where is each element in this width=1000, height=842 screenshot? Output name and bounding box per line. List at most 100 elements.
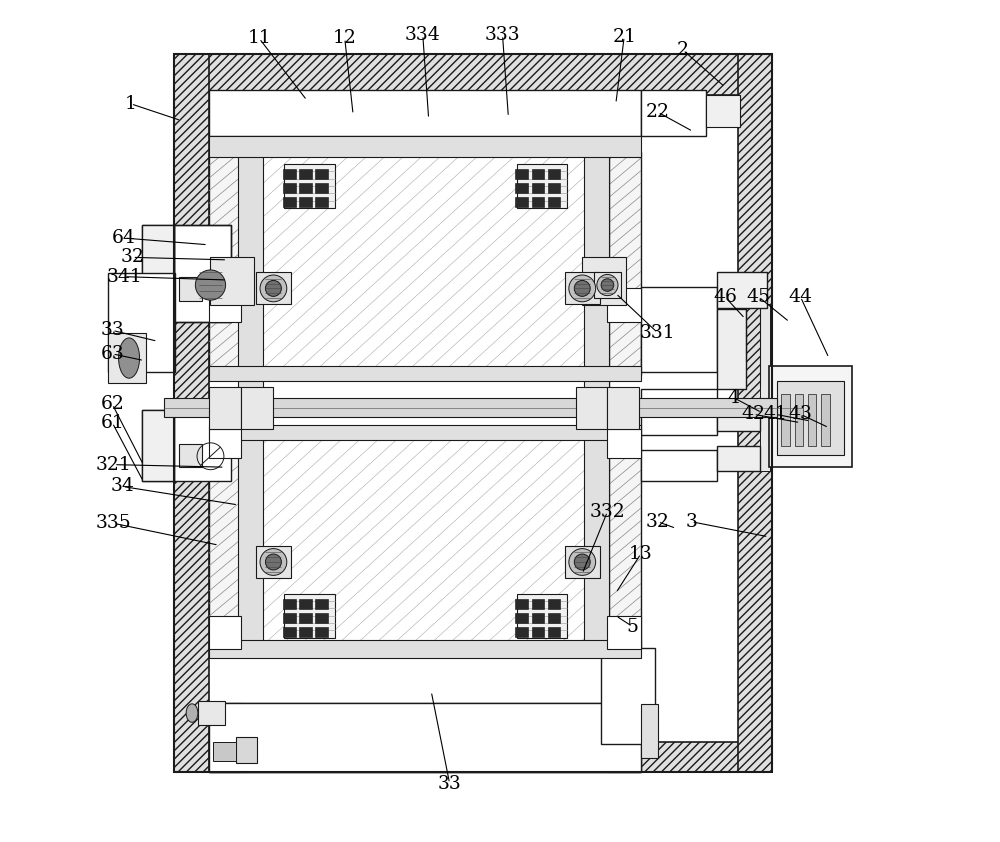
Circle shape <box>574 554 590 570</box>
Text: 42: 42 <box>741 405 765 424</box>
Bar <box>209 365 641 381</box>
Bar <box>706 95 740 127</box>
Bar <box>248 711 601 765</box>
Bar <box>641 287 717 372</box>
Bar <box>299 599 312 609</box>
Bar <box>315 627 328 637</box>
Bar <box>240 154 609 372</box>
Bar <box>174 226 231 322</box>
Bar <box>174 226 231 322</box>
Bar <box>607 289 641 322</box>
Bar <box>142 410 174 482</box>
Bar <box>174 54 772 772</box>
Bar <box>532 184 544 193</box>
Bar <box>299 613 312 622</box>
Bar <box>283 197 296 207</box>
Bar <box>299 627 312 637</box>
Text: 34: 34 <box>110 477 134 495</box>
Bar <box>210 257 254 305</box>
Bar <box>607 703 639 772</box>
Bar <box>209 136 641 157</box>
Text: 46: 46 <box>713 288 737 306</box>
Bar <box>209 429 241 458</box>
Bar <box>601 647 655 744</box>
Bar <box>548 613 560 622</box>
Bar <box>738 54 772 772</box>
Ellipse shape <box>186 704 198 722</box>
Text: 21: 21 <box>612 28 636 45</box>
Text: 22: 22 <box>646 104 670 121</box>
Circle shape <box>569 275 596 301</box>
Bar <box>209 703 641 772</box>
Bar <box>760 303 770 472</box>
Bar <box>515 613 528 622</box>
Bar <box>198 701 225 725</box>
Circle shape <box>195 270 226 300</box>
Bar <box>209 289 241 322</box>
Ellipse shape <box>119 338 140 378</box>
Bar <box>174 410 231 482</box>
Bar <box>641 704 658 759</box>
Bar <box>717 446 760 472</box>
Bar <box>515 184 528 193</box>
Bar <box>256 273 291 304</box>
Text: 64: 64 <box>112 229 136 247</box>
Bar <box>164 398 777 417</box>
Bar <box>256 546 291 578</box>
Bar <box>548 184 560 193</box>
Bar <box>209 435 641 649</box>
Bar <box>532 169 544 179</box>
Bar <box>548 197 560 207</box>
Bar <box>209 703 641 772</box>
Bar <box>315 169 328 179</box>
Bar <box>209 425 641 440</box>
Circle shape <box>597 274 618 296</box>
Bar <box>795 394 803 446</box>
Text: 3: 3 <box>685 513 697 530</box>
Text: 33: 33 <box>438 775 462 792</box>
Bar <box>607 429 641 458</box>
Text: 1: 1 <box>125 95 137 113</box>
Bar <box>532 197 544 207</box>
Bar <box>236 737 257 764</box>
Text: 13: 13 <box>629 545 653 562</box>
Text: 33: 33 <box>100 322 124 339</box>
Bar <box>515 627 528 637</box>
Bar <box>299 197 312 207</box>
Bar <box>808 394 816 446</box>
Circle shape <box>601 279 614 291</box>
Bar <box>179 444 202 467</box>
Bar <box>532 613 544 622</box>
Bar <box>532 627 544 637</box>
Bar <box>584 150 609 649</box>
Text: 41: 41 <box>763 405 787 424</box>
Bar <box>315 599 328 609</box>
Circle shape <box>260 549 287 575</box>
Bar <box>607 386 639 429</box>
Text: 341: 341 <box>106 268 142 285</box>
Bar <box>315 613 328 622</box>
Bar <box>821 394 830 446</box>
Bar <box>283 627 296 637</box>
Bar <box>174 54 772 772</box>
Bar <box>284 594 335 637</box>
Bar <box>641 450 717 482</box>
Text: 32: 32 <box>120 248 144 266</box>
Text: 61: 61 <box>100 413 124 432</box>
Bar <box>717 309 746 389</box>
Bar <box>299 169 312 179</box>
Bar <box>769 366 852 467</box>
Bar <box>641 89 706 136</box>
Bar <box>174 54 209 772</box>
Text: 32: 32 <box>646 513 670 530</box>
Text: 11: 11 <box>247 29 271 47</box>
Bar <box>283 169 296 179</box>
Text: 333: 333 <box>485 26 520 44</box>
Bar <box>213 743 236 761</box>
Bar <box>142 226 174 322</box>
Text: 45: 45 <box>746 288 770 306</box>
Bar <box>108 333 146 383</box>
Bar <box>315 197 328 207</box>
Text: 63: 63 <box>100 345 124 363</box>
Bar <box>781 394 790 446</box>
